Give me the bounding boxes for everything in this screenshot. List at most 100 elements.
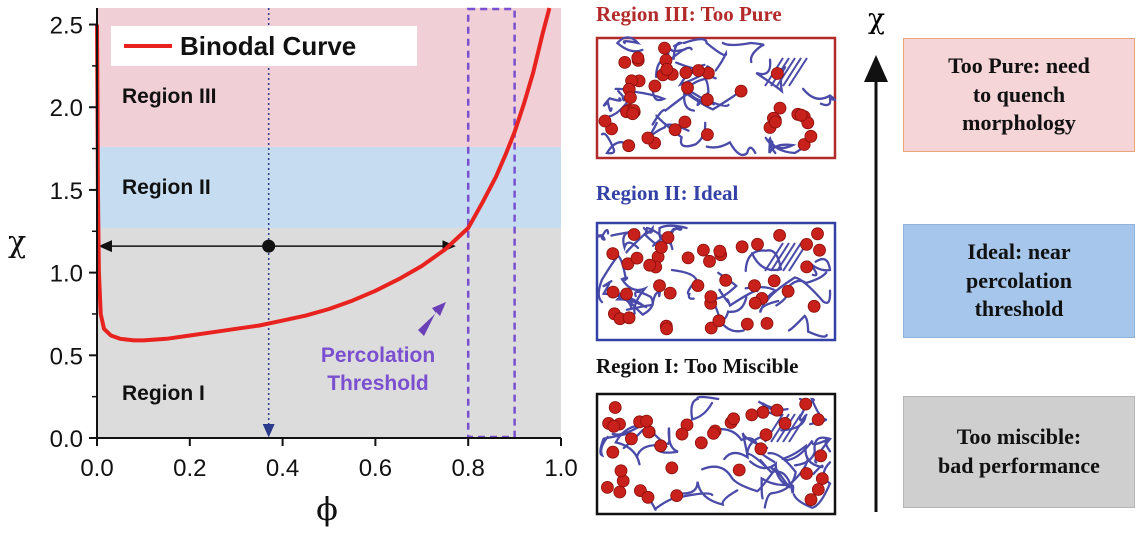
status-box-too-miscible: Too miscible: bad performance	[903, 396, 1135, 508]
fullerene-sphere	[712, 314, 726, 328]
y-tick-label: 2.5	[50, 13, 83, 40]
x-axis-label: ϕ	[316, 490, 338, 528]
fullerene-sphere	[663, 286, 677, 300]
polymer-chain	[681, 481, 739, 507]
fullerene-sphere	[692, 64, 705, 77]
fullerene-sphere	[815, 472, 829, 486]
panel-title-region-ii: Region II: Ideal	[596, 181, 739, 205]
crystalline-stripe	[770, 242, 790, 272]
fullerene-sphere	[748, 296, 762, 310]
fullerene-sphere	[641, 490, 655, 504]
polymer-chain	[621, 290, 654, 317]
fullerene-sphere	[751, 237, 764, 251]
crystalline-stripe	[776, 242, 796, 272]
region-ii-band	[97, 146, 561, 228]
fullerene-sphere	[606, 445, 620, 459]
fullerene-sphere	[756, 405, 770, 419]
polymer-chain	[801, 87, 836, 107]
fullerene-sphere	[613, 485, 627, 499]
polymer-chain	[701, 465, 778, 493]
fullerene-sphere	[800, 467, 813, 480]
fullerene-sphere	[648, 79, 662, 93]
fullerene-sphere	[661, 231, 675, 244]
polymer-chain	[764, 136, 797, 154]
fullerene-sphere	[626, 107, 640, 121]
fullerene-sphere	[804, 493, 818, 507]
fullerene-sphere	[691, 279, 705, 293]
fullerene-sphere	[618, 56, 632, 69]
fullerene-sphere	[713, 244, 727, 258]
fullerene-sphere	[719, 273, 733, 287]
polymer-chain	[599, 432, 631, 458]
fullerene-sphere	[759, 428, 773, 442]
morphology-content-1	[598, 36, 836, 157]
polymer-chain	[595, 228, 610, 241]
fullerene-sphere	[814, 449, 828, 463]
fullerene-sphere	[767, 274, 781, 288]
fullerene-sphere	[778, 416, 792, 430]
fullerene-sphere	[811, 483, 825, 496]
polymer-chain	[721, 41, 765, 64]
fullerene-sphere	[620, 287, 633, 301]
panel-title-region-i: Region I: Too Miscible	[596, 354, 799, 378]
fullerene-sphere	[608, 401, 622, 414]
region-i-band	[97, 227, 561, 438]
fullerene-sphere	[740, 317, 754, 331]
fullerene-sphere	[748, 279, 761, 293]
status-box-ideal: Ideal: near percolation threshold	[903, 224, 1135, 338]
fullerene-sphere	[627, 228, 641, 241]
fullerene-sphere	[654, 439, 668, 453]
polymer-chain	[683, 77, 710, 107]
fullerene-sphere	[653, 279, 666, 293]
polymer-chain	[682, 37, 728, 72]
fullerene-sphere	[770, 67, 784, 80]
y-tick-label: 2.0	[50, 95, 83, 122]
x-tick-label: 0.2	[173, 455, 206, 482]
fullerene-sphere	[800, 260, 814, 274]
fullerene-sphere	[641, 131, 655, 145]
fullerene-sphere	[630, 251, 644, 265]
fullerene-sphere	[760, 316, 774, 330]
fullerene-sphere	[697, 243, 710, 257]
polymer-chain	[723, 432, 769, 461]
fullerene-sphere	[640, 414, 653, 428]
fullerene-sphere	[707, 426, 720, 440]
x-tick-label: 1.0	[544, 455, 577, 482]
x-tick-label: 0.8	[452, 455, 485, 482]
fullerene-sphere	[625, 432, 638, 446]
crystalline-stripe	[782, 242, 802, 272]
crystalline-stripe	[776, 57, 796, 87]
legend-label: Binodal Curve	[180, 31, 356, 61]
y-tick-label: 0.0	[50, 426, 83, 453]
fullerene-sphere	[735, 240, 749, 254]
region-iii-label: Region III	[122, 85, 217, 108]
fullerene-sphere	[727, 412, 740, 426]
percolation-annotation-line: Percolation	[321, 344, 435, 367]
fullerene-sphere	[624, 91, 637, 104]
fullerene-sphere	[807, 299, 821, 313]
fullerene-sphere	[665, 461, 679, 475]
fullerene-sphere	[770, 403, 784, 417]
fullerene-sphere	[622, 139, 636, 153]
fullerene-sphere	[668, 123, 682, 137]
fullerene-sphere	[606, 285, 620, 299]
crystalline-stripe	[782, 413, 802, 443]
fullerene-sphere	[670, 489, 684, 503]
fullerene-sphere	[773, 228, 786, 242]
x-tick-label: 0.0	[80, 455, 113, 482]
y-tick-label: 1.5	[50, 178, 83, 205]
x-tick-label: 0.4	[266, 455, 299, 482]
fullerene-sphere	[606, 247, 620, 261]
fullerene-sphere	[601, 480, 614, 494]
fullerene-sphere	[679, 66, 693, 79]
fullerene-sphere	[660, 62, 674, 76]
fullerene-sphere	[811, 413, 825, 427]
polymer-chain	[600, 132, 624, 155]
crystalline-stripe	[788, 413, 808, 443]
crystalline-stripe	[782, 57, 802, 87]
fullerene-sphere	[781, 284, 795, 298]
fullerene-sphere	[675, 427, 689, 441]
fullerene-sphere	[631, 51, 645, 65]
composition-point	[262, 239, 276, 253]
